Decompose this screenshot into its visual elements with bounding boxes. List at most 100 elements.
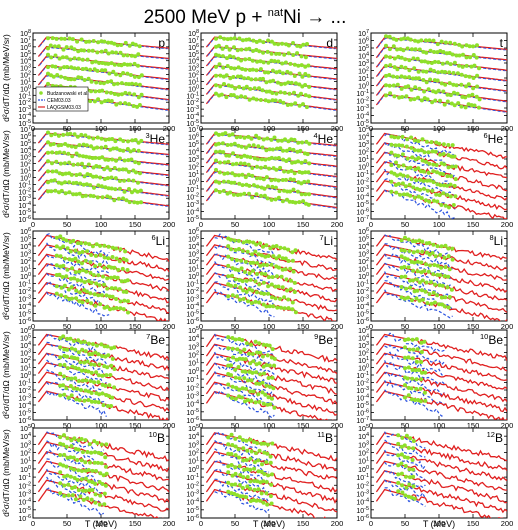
- exp-point: [269, 262, 274, 267]
- exp-point: [267, 166, 272, 171]
- exp-point: [59, 285, 64, 290]
- exp-point: [252, 487, 257, 492]
- y-tick-label: 106: [358, 227, 369, 236]
- exp-point: [96, 400, 101, 405]
- exp-point: [425, 188, 430, 193]
- y-tick-label: 102: [20, 449, 31, 458]
- x-tick-label: 150: [467, 220, 480, 229]
- exp-point: [399, 461, 404, 466]
- exp-point: [98, 81, 103, 85]
- y-tick-label: 102: [20, 257, 31, 266]
- exp-point: [475, 84, 480, 89]
- exp-point: [63, 171, 68, 176]
- exp-point: [249, 398, 254, 403]
- exp-point: [76, 447, 81, 452]
- exp-point: [284, 177, 288, 182]
- exp-point: [61, 244, 66, 249]
- exp-point: [239, 266, 244, 271]
- exp-point: [428, 67, 433, 72]
- x-tick-label: 100: [263, 421, 276, 430]
- x-tick-label: 50: [231, 220, 239, 229]
- exp-point: [280, 267, 285, 272]
- exp-point: [233, 436, 238, 441]
- exp-point: [86, 76, 91, 81]
- exp-point: [272, 41, 277, 46]
- exp-point: [261, 500, 266, 505]
- exp-point: [270, 68, 275, 73]
- exp-point: [84, 39, 89, 44]
- exp-point: [286, 247, 291, 252]
- exp-point: [224, 153, 229, 158]
- exp-point: [78, 494, 83, 499]
- cem-curve: [214, 390, 275, 419]
- y-tick-label: 10-3: [18, 194, 31, 203]
- exp-point: [389, 142, 394, 147]
- exp-point: [133, 138, 138, 142]
- exp-point: [237, 376, 242, 381]
- exp-point: [116, 196, 121, 201]
- laqgsm-curve: [375, 253, 507, 281]
- exp-point: [233, 482, 238, 487]
- exp-point: [439, 244, 444, 249]
- exp-point: [443, 82, 448, 87]
- exp-point: [111, 146, 116, 151]
- exp-point: [244, 495, 249, 500]
- exp-point: [430, 149, 435, 154]
- exp-point: [477, 66, 481, 71]
- exp-point: [75, 386, 80, 391]
- exp-point: [266, 284, 271, 289]
- exp-point: [265, 136, 270, 141]
- exp-point: [439, 265, 444, 270]
- exp-point: [123, 249, 128, 254]
- exp-point: [62, 363, 67, 367]
- exp-point: [69, 444, 74, 449]
- exp-point: [404, 286, 408, 291]
- exp-point: [403, 345, 407, 350]
- y-tick-label: 103: [20, 440, 31, 449]
- exp-point: [407, 249, 412, 253]
- exp-point: [423, 398, 428, 403]
- exp-point: [261, 137, 266, 142]
- y-tick-label: 100: [188, 367, 199, 376]
- exp-point: [414, 277, 419, 282]
- exp-point: [88, 379, 93, 383]
- exp-point: [88, 270, 93, 275]
- exp-point: [255, 350, 260, 355]
- cem-curve: [46, 369, 107, 396]
- y-tick-label: 10-1: [186, 280, 199, 289]
- exp-point: [111, 69, 116, 74]
- exp-point: [249, 378, 254, 383]
- exp-point: [80, 67, 85, 71]
- exp-point: [287, 157, 292, 162]
- exp-point: [296, 93, 301, 98]
- exp-point: [413, 368, 418, 373]
- exp-point: [95, 195, 100, 200]
- exp-point: [243, 175, 248, 180]
- exp-point: [270, 275, 275, 279]
- exp-point: [83, 476, 88, 481]
- exp-point: [78, 172, 82, 177]
- exp-point: [230, 443, 235, 447]
- y-tick-label: 101: [188, 170, 199, 179]
- x-tick-label: 200: [501, 220, 514, 229]
- exp-point: [263, 70, 267, 75]
- exp-point: [401, 163, 406, 168]
- exp-point: [273, 296, 278, 301]
- exp-point: [82, 360, 87, 365]
- exp-point: [401, 192, 406, 197]
- exp-point: [62, 150, 67, 155]
- exp-point: [391, 74, 396, 79]
- exp-point: [216, 141, 221, 146]
- exp-point: [249, 342, 253, 347]
- exp-point: [442, 274, 447, 279]
- x-tick-label: 0: [199, 519, 203, 528]
- exp-point: [389, 179, 394, 184]
- exp-point: [418, 187, 422, 192]
- exp-point: [471, 44, 476, 49]
- exp-point: [248, 486, 253, 491]
- exp-point: [123, 101, 128, 106]
- exp-point: [58, 453, 63, 457]
- exp-point: [106, 61, 111, 66]
- exp-point: [402, 443, 407, 448]
- exp-point: [257, 49, 262, 54]
